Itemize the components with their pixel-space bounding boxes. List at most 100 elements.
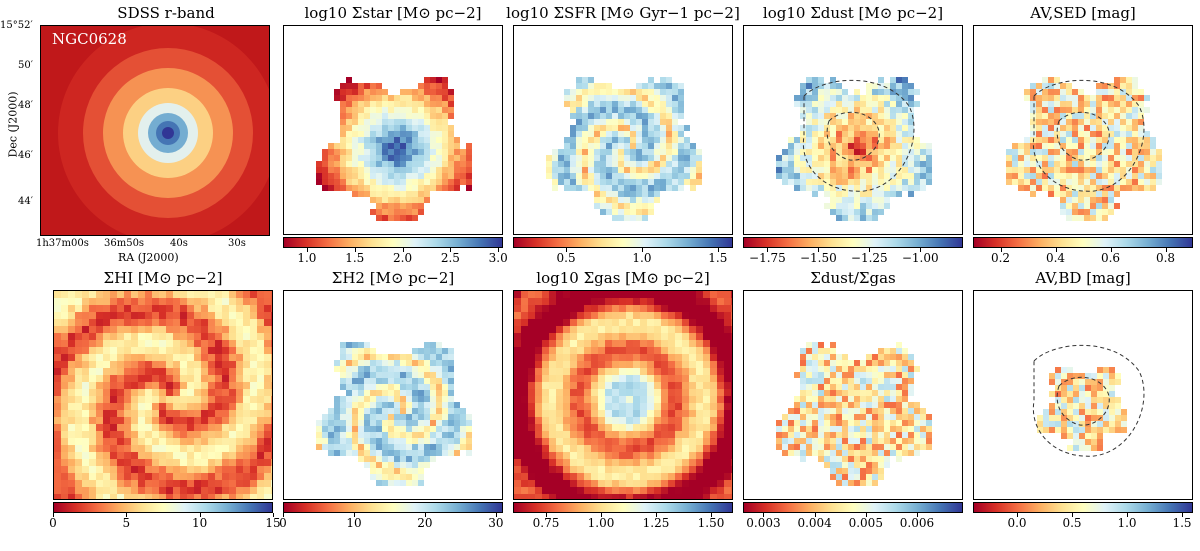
map-pixel [1066,95,1072,101]
map-pixel [1114,167,1120,173]
map-pixel [271,389,272,396]
map-pixel [110,291,117,298]
map-pixel [830,378,836,384]
map-pixel [731,368,732,375]
map-pixel [466,185,472,191]
map-pixel [382,197,388,203]
map-pixel [394,161,400,167]
map-pixel [382,450,388,456]
map-pixel [250,305,257,312]
map-pixel [454,149,460,155]
map-pixel [430,372,436,378]
map-pixel [563,487,570,494]
map-pixel [257,403,264,410]
map-pixel [890,354,896,360]
map-pixel [570,445,577,452]
map-pixel [243,473,250,480]
map-pixel [201,445,208,452]
map-pixel [1078,155,1084,161]
map-pixel [382,95,388,101]
map-pixel [896,161,902,167]
map-pixel [388,167,394,173]
map-pixel [535,347,542,354]
map-pixel [400,209,406,215]
map-pixel [61,438,68,445]
map-pixel [642,113,648,119]
map-pixel [124,319,131,326]
map-pixel [340,143,346,149]
colorbar [283,502,503,513]
map-pixel [454,450,460,456]
map-pixel [68,333,75,340]
map-pixel [394,215,400,221]
map-pixel [271,382,272,389]
map-pixel [412,209,418,215]
map-pixel [110,354,117,361]
map-pixel [448,438,454,444]
map-pixel [352,143,358,149]
map-pixel [388,420,394,426]
map-pixel [89,312,96,319]
map-pixel [448,360,454,366]
map-pixel [703,368,710,375]
map-pixel [812,366,818,372]
map-pixel [818,185,824,191]
map-pixel [382,179,388,185]
map-pixel [346,432,352,438]
map-pixel [884,203,890,209]
map-pixel [830,77,836,83]
map-pixel [436,372,442,378]
map-pixel [528,319,535,326]
map-pixel [96,466,103,473]
map-pixel [908,354,914,360]
map-pixel [61,389,68,396]
map-pixel [654,89,660,95]
map-pixel [878,432,884,438]
map-pixel [612,203,618,209]
map-pixel [382,215,388,221]
map-pixel [208,445,215,452]
map-pixel [110,389,117,396]
map-pixel [884,366,890,372]
colorbar-ticks: 0.5 1.0 1.5 [513,248,733,271]
map-pixel [612,375,619,382]
map-pixel [800,420,806,426]
map-pixel [563,312,570,319]
map-pixel [514,389,521,396]
colorbar-tick-label: −1.75 [749,251,786,265]
map-pixel [598,389,605,396]
map-pixel [619,375,626,382]
map-pixel [626,417,633,424]
map-pixel [514,382,521,389]
map-pixel [243,347,250,354]
map-pixel [514,361,521,368]
map-pixel [328,450,334,456]
map-pixel [222,459,229,466]
map-pixel [624,95,630,101]
map-pixel [552,161,558,167]
map-pixel [576,95,582,101]
map-pixel [110,417,117,424]
map-pixel [556,389,563,396]
map-pixel [1036,125,1042,131]
map-pixel [794,438,800,444]
map-pixel [364,408,370,414]
map-pixel [394,438,400,444]
map-pixel [612,291,619,298]
map-pixel [717,361,724,368]
map-pixel [436,360,442,366]
map-pixel [340,348,346,354]
map-pixel [1138,89,1144,95]
map-pixel [598,410,605,417]
map-pixel [884,155,890,161]
map-pixel [1036,173,1042,179]
map-pixel [675,396,682,403]
map-pixel [388,203,394,209]
map-pixel [890,167,896,173]
map-pixel [1091,433,1097,439]
map-pixel [588,119,594,125]
map-pixel [570,101,576,107]
map-pixel [370,185,376,191]
map-pixel [418,468,424,474]
map-pixel [666,77,672,83]
